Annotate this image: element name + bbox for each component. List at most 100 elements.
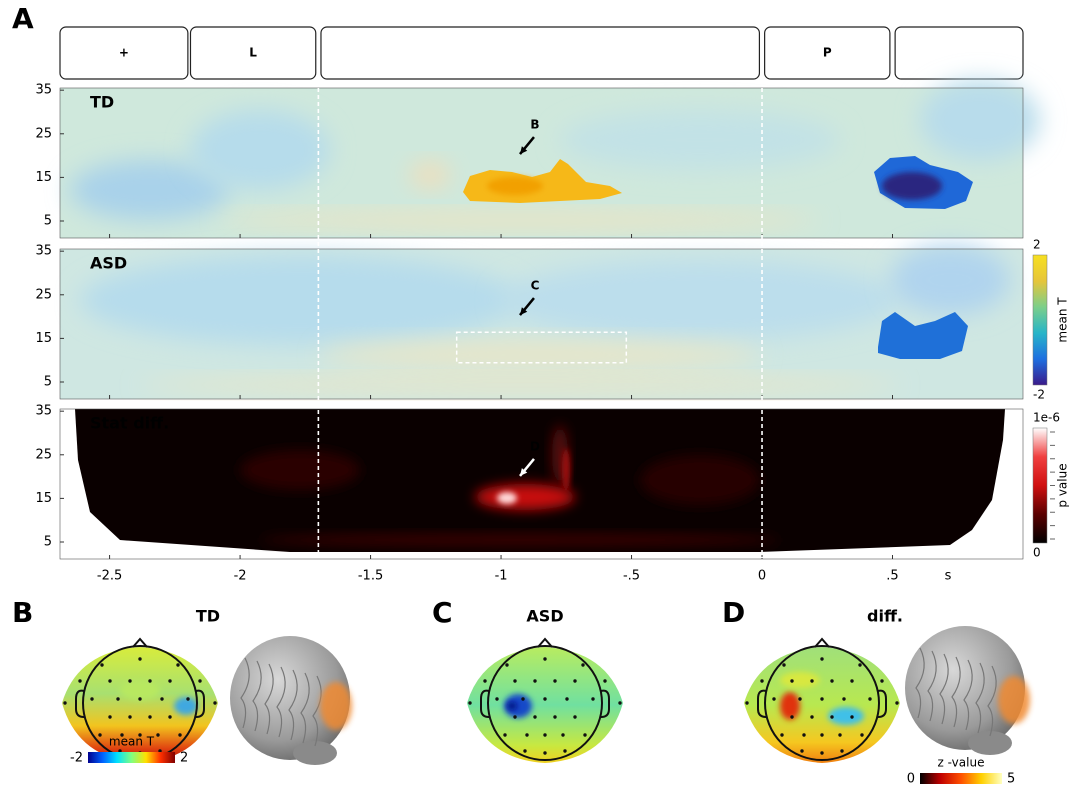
electrode bbox=[128, 679, 131, 682]
electrode bbox=[850, 679, 853, 682]
electrode bbox=[98, 733, 101, 736]
heatmap-cluster-core bbox=[497, 492, 517, 504]
heatmap-texture bbox=[260, 534, 780, 546]
topomap-spot bbox=[174, 697, 198, 715]
topomap bbox=[467, 639, 623, 763]
brain-render bbox=[905, 626, 1030, 755]
electrode bbox=[160, 697, 163, 700]
electrode bbox=[573, 715, 576, 718]
annotation-label: B bbox=[530, 118, 539, 132]
y-tick-label: 5 bbox=[44, 534, 52, 549]
heatmap-texture bbox=[560, 110, 840, 170]
electrode bbox=[583, 733, 586, 736]
electrode bbox=[128, 715, 131, 718]
electrode bbox=[561, 733, 564, 736]
x-tick-label: -.5 bbox=[623, 569, 640, 584]
event-label: L bbox=[249, 46, 257, 60]
y-tick-label: 5 bbox=[44, 213, 52, 228]
topomap-spot bbox=[120, 680, 160, 700]
colorbar bbox=[88, 752, 175, 763]
heatmap-texture bbox=[410, 163, 450, 187]
electrode bbox=[772, 697, 775, 700]
colorbar-tick-label: -2 bbox=[70, 751, 83, 766]
electrode bbox=[810, 679, 813, 682]
panel-letter: C bbox=[432, 596, 453, 629]
colorbar-label: mean T bbox=[1056, 297, 1070, 343]
colorbar-label: p value bbox=[1056, 463, 1070, 507]
panel-title: TD bbox=[90, 93, 114, 112]
electrode bbox=[810, 715, 813, 718]
topomap-field bbox=[467, 647, 623, 763]
electrode bbox=[820, 751, 823, 754]
heatmap-texture bbox=[80, 255, 520, 345]
electrode bbox=[176, 663, 179, 666]
electrode bbox=[503, 733, 506, 736]
colorbar-tick-label: 1e-6 bbox=[1033, 411, 1060, 425]
colorbar-tick-label: 5 bbox=[1007, 772, 1015, 787]
y-tick-label: 35 bbox=[35, 83, 52, 98]
x-tick-label: -2.5 bbox=[97, 569, 122, 584]
electrode bbox=[565, 697, 568, 700]
electrode bbox=[198, 679, 201, 682]
x-tick-label: -2 bbox=[234, 569, 247, 584]
y-tick-label: 35 bbox=[35, 404, 52, 419]
heatmap-cluster-core bbox=[882, 172, 942, 200]
y-tick-label: 25 bbox=[35, 447, 52, 462]
heatmap-texture bbox=[240, 450, 360, 490]
topomap-spot bbox=[828, 707, 864, 725]
electrode bbox=[116, 697, 119, 700]
electrode bbox=[618, 701, 621, 704]
electrode bbox=[63, 701, 66, 704]
electrode bbox=[790, 715, 793, 718]
topomap-title: diff. bbox=[867, 607, 903, 626]
heatmap-texture bbox=[190, 110, 330, 190]
electrode bbox=[533, 715, 536, 718]
colorbar bbox=[920, 773, 1002, 784]
colorbar-label: mean T bbox=[109, 735, 155, 749]
electrode bbox=[148, 679, 151, 682]
colorbar bbox=[1033, 428, 1047, 543]
colorbar-tick-label: 2 bbox=[1033, 238, 1041, 252]
y-tick-label: 15 bbox=[35, 331, 52, 346]
electrode bbox=[553, 715, 556, 718]
electrode bbox=[760, 679, 763, 682]
heatmap-texture bbox=[320, 341, 760, 369]
brain-activation bbox=[998, 676, 1030, 724]
heatmap-cluster-core bbox=[487, 177, 543, 195]
electrode bbox=[100, 663, 103, 666]
electrode bbox=[840, 749, 843, 752]
electrode bbox=[802, 733, 805, 736]
electrode bbox=[581, 663, 584, 666]
electrode bbox=[543, 733, 546, 736]
electrode bbox=[830, 679, 833, 682]
electrode bbox=[148, 715, 151, 718]
x-tick-label: .5 bbox=[886, 569, 898, 584]
topomap-spot bbox=[780, 672, 820, 688]
electrode bbox=[543, 697, 546, 700]
topomap-title: ASD bbox=[526, 607, 563, 626]
electrode bbox=[138, 697, 141, 700]
electrode bbox=[138, 657, 141, 660]
electrode bbox=[838, 733, 841, 736]
electrode bbox=[820, 733, 823, 736]
electrode bbox=[860, 733, 863, 736]
heatmap-texture bbox=[140, 377, 900, 393]
electrode bbox=[513, 679, 516, 682]
y-tick-label: 25 bbox=[35, 287, 52, 302]
annotation-label: C bbox=[531, 279, 540, 293]
y-tick-label: 15 bbox=[35, 491, 52, 506]
electrode bbox=[782, 663, 785, 666]
heatmap-cluster bbox=[475, 484, 575, 510]
x-tick-label: 0 bbox=[758, 569, 766, 584]
electrode bbox=[483, 679, 486, 682]
brain-render bbox=[230, 636, 352, 765]
colorbar-tick-label: -2 bbox=[1033, 388, 1045, 402]
electrode bbox=[543, 751, 546, 754]
panel-letter: B bbox=[12, 596, 33, 629]
heatmap-texture bbox=[500, 260, 900, 340]
colorbar-tick-label: 0 bbox=[907, 772, 915, 787]
electrode bbox=[868, 697, 871, 700]
panel-title: ASD bbox=[90, 254, 127, 273]
colorbar-tick-label: 0 bbox=[1033, 546, 1041, 560]
electrode bbox=[108, 679, 111, 682]
